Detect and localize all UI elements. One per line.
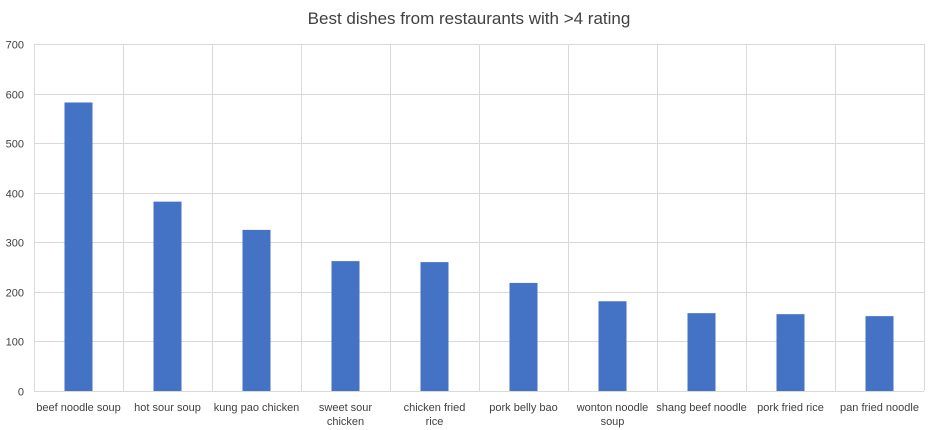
- bar: [776, 314, 805, 391]
- y-tick-label: 400: [6, 189, 24, 201]
- y-tick-label: 0: [18, 387, 24, 399]
- bar: [153, 201, 182, 391]
- bar: [242, 229, 271, 391]
- bar: [331, 261, 360, 391]
- x-tick-label: sweet sour chicken: [319, 402, 373, 428]
- x-tick-label: chicken fried rice: [404, 402, 466, 428]
- bar: [64, 102, 93, 391]
- x-tick-label: kung pao chicken: [214, 402, 300, 414]
- chart-title: Best dishes from restaurants with >4 rat…: [308, 9, 631, 28]
- y-tick-label: 600: [6, 90, 24, 102]
- x-tick-label: pork fried rice: [757, 402, 824, 414]
- bar: [509, 282, 538, 391]
- y-tick-label: 500: [6, 139, 24, 151]
- y-tick-label: 100: [6, 337, 24, 349]
- x-axis-ticks: beef noodle soup hot sour soup kung pao ch…: [36, 402, 919, 428]
- x-tick-label: hot sour soup: [134, 402, 201, 414]
- x-tick-label: wonton noodle soup: [576, 402, 649, 428]
- x-tick-label: beef noodle soup: [36, 402, 120, 414]
- x-tick-label: pork belly bao: [489, 402, 558, 414]
- x-tick-label: pan fried noodle: [840, 402, 919, 414]
- bar: [865, 316, 894, 391]
- y-axis-ticks: 0 100 200 300 400 500 600 700: [6, 40, 24, 399]
- gridlines: [34, 44, 925, 392]
- y-tick-label: 200: [6, 288, 24, 300]
- x-tick-label: shang beef noodle: [656, 402, 747, 414]
- bar: [598, 301, 627, 391]
- y-tick-label: 300: [6, 238, 24, 250]
- bar: [420, 262, 449, 391]
- bars: [64, 102, 894, 391]
- bar: [687, 313, 716, 391]
- y-tick-label: 700: [6, 40, 24, 52]
